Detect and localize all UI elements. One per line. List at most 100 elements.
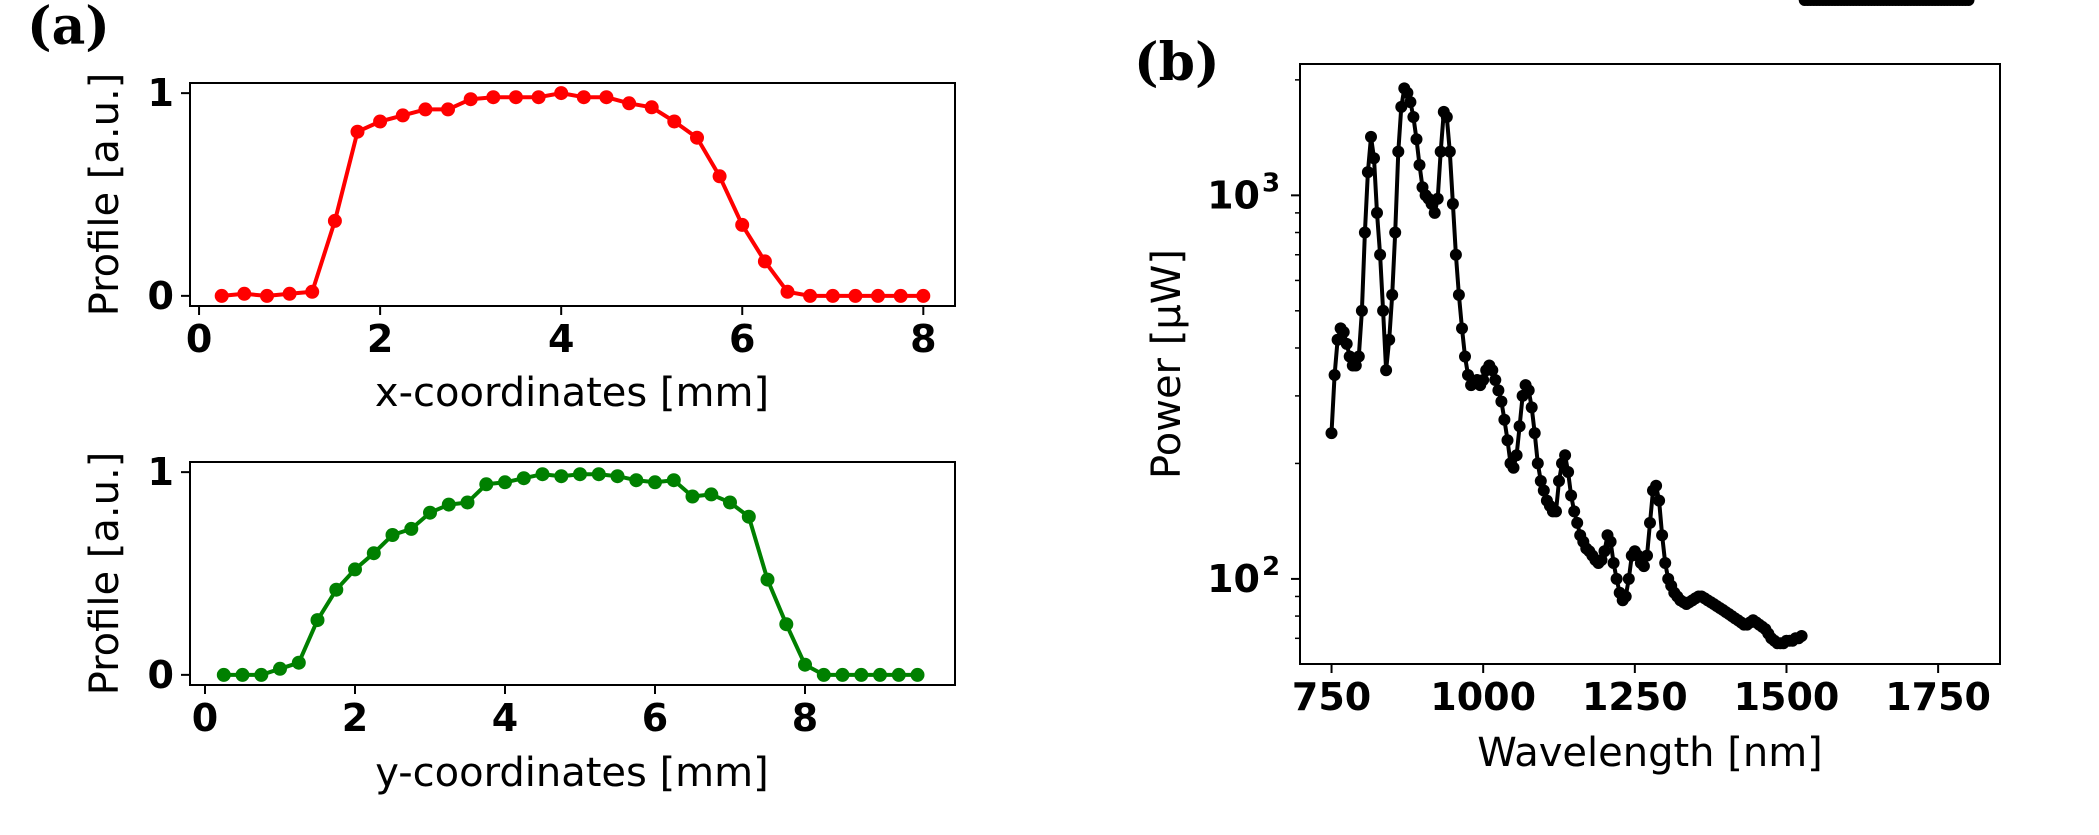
y-profile-point [216, 667, 231, 682]
spectrum-point [1598, 545, 1611, 558]
spectrum-point [1607, 557, 1620, 569]
spectrum-point [1653, 494, 1666, 507]
spectrum-point [1361, 166, 1374, 179]
spectrum-point [1565, 489, 1578, 502]
x-profile-point [803, 288, 818, 303]
x-profile-point [667, 114, 682, 129]
spectrum-point [1410, 133, 1423, 146]
spectrum-point [1413, 159, 1426, 171]
spectrum-point [1537, 484, 1550, 497]
y-profile-point [441, 497, 456, 512]
spectrum-point [1534, 475, 1547, 487]
spectrum-point [1641, 549, 1653, 562]
spectrum-point [1355, 304, 1368, 317]
spectrum-point [1389, 226, 1402, 239]
spectrum-point [1434, 145, 1447, 158]
spectrum-point [1352, 350, 1365, 363]
spectrum-point [1571, 516, 1584, 529]
spectrum-point [1559, 449, 1572, 462]
y-profile-xtick-label: 4 [492, 696, 518, 740]
y-profile-point [291, 655, 306, 670]
spectrum-point [1604, 535, 1617, 548]
spectrum-point [1531, 457, 1544, 470]
spectrum-point [1431, 192, 1444, 205]
spectrum-point [1522, 384, 1535, 397]
y-profile-xtick-label: 0 [192, 696, 218, 740]
x-profile-point [757, 254, 772, 269]
y-profile-point [854, 667, 869, 682]
y-profile-marks [216, 467, 925, 682]
spectrum-point [1525, 401, 1538, 414]
x-profile-point [780, 284, 795, 299]
y-profile-point [348, 562, 362, 577]
spectrum-point [1495, 395, 1508, 408]
x-profile-point [825, 288, 840, 303]
panel-label-b: (b) [1134, 32, 1220, 93]
y-profile-xticks: 0 2 4 6 8 [192, 685, 818, 740]
y-profile-point [404, 521, 419, 536]
spectrum-point [1459, 350, 1471, 363]
x-profile-point [395, 108, 410, 123]
x-profile-xtick-label: 6 [729, 317, 755, 361]
y-profile-point [460, 495, 475, 510]
spectrum-point [1337, 326, 1350, 339]
y-profile-ytick-label: 0 [148, 653, 174, 697]
spectrum-point [1328, 369, 1341, 381]
spectrum-point [1656, 529, 1669, 542]
y-profile-point [723, 495, 737, 510]
y-profile-point [816, 667, 831, 682]
x-profile-point [441, 102, 455, 117]
y-profile-ylabel: Profile [a.u.] [82, 452, 128, 696]
y-profile-point [385, 528, 400, 542]
y-profile-frame [189, 461, 956, 686]
spectrum-point [1401, 86, 1414, 99]
spectrum-frame [1299, 63, 2001, 665]
x-profile-marks [214, 86, 931, 303]
x-profile-point [690, 130, 704, 145]
y-profile-point [423, 505, 437, 520]
x-profile-point [305, 284, 320, 299]
spectrum-point [1343, 350, 1356, 363]
spectrum-point [1568, 505, 1581, 518]
x-profile-point [260, 288, 274, 303]
y-profile-point [329, 582, 344, 597]
y-profile-xtick-label: 6 [642, 696, 668, 740]
spectrum-point [1650, 479, 1663, 492]
spectrum-point [1443, 145, 1456, 158]
y-profile-point [366, 546, 381, 561]
spectrum-point [1644, 516, 1656, 529]
x-profile-xtick-label: 0 [186, 317, 212, 361]
y-profile-point [235, 667, 250, 682]
spectrum-point [1501, 434, 1514, 447]
spectrum-point [1368, 152, 1380, 165]
x-profile-point [554, 86, 569, 101]
x-profile-point [327, 213, 342, 228]
spectrum-point [1492, 384, 1505, 397]
spectrum-point [1622, 572, 1635, 585]
spectrum-xtick-label: 1000 [1430, 675, 1536, 719]
y-profile-point [741, 509, 756, 524]
x-profile-point [463, 92, 478, 107]
x-profile-xlabel: x-coordinates [mm] [375, 370, 769, 416]
y-profile-point [573, 467, 587, 482]
spectrum-point [1392, 145, 1405, 158]
spectrum-point [1446, 197, 1459, 210]
spectrum-point [1404, 96, 1417, 109]
spectrum-point [1371, 206, 1383, 219]
y-profile-point [498, 475, 512, 490]
y-profile-xtick-label: 2 [342, 696, 368, 740]
x-profile-point [735, 217, 750, 232]
spectrum-point [1340, 337, 1353, 350]
spectrum-point [1374, 248, 1387, 261]
spectrum-point [1498, 413, 1511, 426]
spectrum-point [1962, 0, 1975, 6]
x-profile-ylabel: Profile [a.u.] [82, 73, 128, 317]
spectrum-point [1795, 630, 1808, 642]
y-profile-xtick-label: 8 [792, 696, 818, 740]
spectrum-xticks: 750 1000 1250 1500 1750 [1292, 664, 1991, 719]
y-profile-series-line [223, 472, 918, 677]
spectrum-ytick-exponent: 2 [1262, 552, 1280, 582]
spectrum-point [1377, 304, 1390, 317]
x-profile-xtick-label: 8 [910, 317, 936, 361]
y-profile-point [310, 613, 325, 628]
